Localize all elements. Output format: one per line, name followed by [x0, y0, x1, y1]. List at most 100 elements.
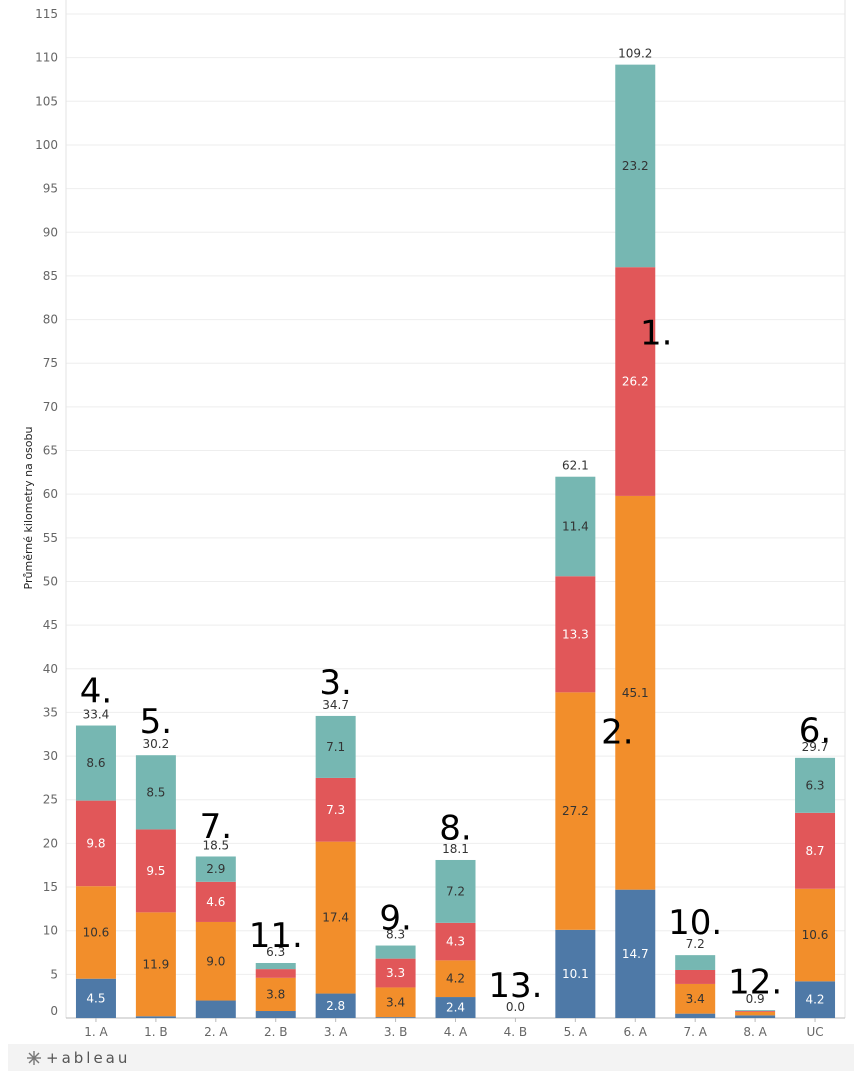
- segment-label: 3.4: [386, 995, 405, 1009]
- bar-segment: [555, 692, 596, 930]
- segment-label: 4.2: [805, 993, 824, 1007]
- rank-annotation: 13.: [488, 966, 542, 1006]
- x-tick-label: 8. A: [743, 1025, 767, 1039]
- x-tick-label: 7. A: [683, 1025, 707, 1039]
- bar-segment: [255, 1011, 296, 1018]
- total-label: 30.2: [143, 737, 170, 751]
- x-tick-label: 2. A: [204, 1025, 228, 1039]
- x-axis-ticks: 1. A 1. B 2. A 2. B 3. A 3. B 4. A 4. B 5. A 6. A…: [84, 1018, 824, 1039]
- bar-segment: [375, 1017, 416, 1018]
- bar-segment: [75, 725, 116, 801]
- y-tick-label: 65: [43, 444, 58, 458]
- gridlines: [66, 13, 845, 975]
- rank-annotation: 2.: [601, 713, 633, 753]
- tableau-logo[interactable]: +ableau: [26, 1049, 130, 1067]
- x-tick-label: 6. A: [624, 1025, 648, 1039]
- bar-segment: [135, 829, 176, 913]
- y-tick-label: 35: [43, 705, 58, 719]
- x-tick-label: UC: [806, 1025, 823, 1039]
- bar-segment: [195, 921, 236, 1001]
- bar-segment: [735, 1011, 776, 1016]
- total-label: 109.2: [618, 47, 652, 61]
- stacked-bar-chart: 0 5 10 15 20 25 30 35 40 45 50 55 60 65 70 75 80 85 90 95 10…: [22, 0, 846, 1039]
- y-tick-label: 55: [43, 531, 58, 545]
- segment-label: 7.1: [326, 740, 345, 754]
- bar-segment: [675, 955, 716, 970]
- y-tick-label: 10: [43, 924, 58, 938]
- rank-annotation: 10.: [668, 903, 722, 943]
- bar-segment: [195, 856, 236, 882]
- bar-segment: [555, 576, 596, 693]
- bar-segment: [555, 476, 596, 577]
- bar-segment: [435, 922, 476, 961]
- y-tick-label: 25: [43, 793, 58, 807]
- bar-segment: [795, 981, 836, 1018]
- bar-segment: [675, 983, 716, 1014]
- tableau-logo-text: +ableau: [46, 1049, 131, 1067]
- bar-segment: [75, 978, 116, 1018]
- bar-segment: [255, 962, 296, 970]
- y-tick-label: 75: [43, 356, 58, 370]
- bar-segment: [195, 881, 236, 922]
- y-tick-label: 20: [43, 836, 58, 850]
- rank-annotation: 11.: [249, 916, 303, 956]
- bar-segment: [375, 945, 416, 959]
- bar-segment: [315, 777, 356, 842]
- bar-segment: [795, 757, 836, 813]
- segment-label: 6.3: [805, 778, 824, 792]
- total-label: 7.2: [686, 937, 705, 951]
- bar-segment: [735, 1015, 776, 1018]
- y-tick-label: 90: [43, 225, 58, 239]
- rank-annotation: 3.: [319, 663, 351, 703]
- y-tick-label: 15: [43, 880, 58, 894]
- bar-segment: [555, 929, 596, 1018]
- total-label: 33.4: [83, 708, 110, 722]
- segment-label: 11.9: [143, 957, 170, 971]
- segment-label: 9.0: [206, 954, 225, 968]
- y-tick-label: 60: [43, 487, 58, 501]
- bar-segment: [135, 755, 176, 830]
- segment-label: 9.5: [146, 864, 165, 878]
- total-label: 6.3: [266, 945, 285, 959]
- y-tick-label: 30: [43, 749, 58, 763]
- y-axis-label: Průměrné kilometry na osobu: [22, 427, 35, 590]
- rank-annotation: 8.: [439, 809, 471, 849]
- segment-label: 7.3: [326, 803, 345, 817]
- segment-label: 4.2: [446, 972, 465, 986]
- bar-segment: [375, 958, 416, 988]
- y-tick-label: 40: [43, 662, 58, 676]
- rank-annotation: 12.: [728, 962, 782, 1002]
- segment-label: 9.8: [86, 836, 105, 850]
- rank-annotation: 1.: [640, 314, 672, 354]
- y-tick-label: 110: [35, 51, 58, 65]
- total-label: 0.9: [746, 992, 765, 1006]
- segment-label: 4.5: [86, 991, 105, 1005]
- bar-segment: [615, 495, 656, 890]
- bar-segment: [315, 993, 356, 1018]
- y-tick-label: 80: [43, 313, 58, 327]
- bar-segment: [795, 812, 836, 889]
- x-tick-label: 5. A: [564, 1025, 588, 1039]
- segment-label: 3.8: [266, 987, 285, 1001]
- bar-segment: [375, 987, 416, 1018]
- total-label: 8.3: [386, 928, 405, 942]
- x-tick-label: 1. B: [144, 1025, 168, 1039]
- rank-annotations: 4. 5. 7. 11. 3. 9. 8. 13. 2. 1. 10.12. 6.: [80, 314, 832, 1006]
- x-tick-label: 1. A: [84, 1025, 108, 1039]
- segment-label: 4.3: [446, 935, 465, 949]
- segment-label: 10.6: [83, 925, 110, 939]
- segment-label: 8.5: [146, 785, 165, 799]
- bar-segment: [195, 1000, 236, 1018]
- y-tick-label: 50: [43, 574, 58, 588]
- rank-annotation: 9.: [379, 899, 411, 939]
- y-tick-label: 5: [50, 967, 58, 981]
- x-tick-label: 2. B: [264, 1025, 288, 1039]
- bar-segment: [795, 888, 836, 982]
- segment-label: 45.1: [622, 686, 649, 700]
- segment-label: 13.3: [562, 627, 589, 641]
- x-tick-label: 4. B: [504, 1025, 528, 1039]
- total-label: 18.1: [442, 842, 469, 856]
- bar-segment: [435, 859, 476, 923]
- segment-label: 3.4: [686, 992, 705, 1006]
- segment-label: 4.6: [206, 895, 225, 909]
